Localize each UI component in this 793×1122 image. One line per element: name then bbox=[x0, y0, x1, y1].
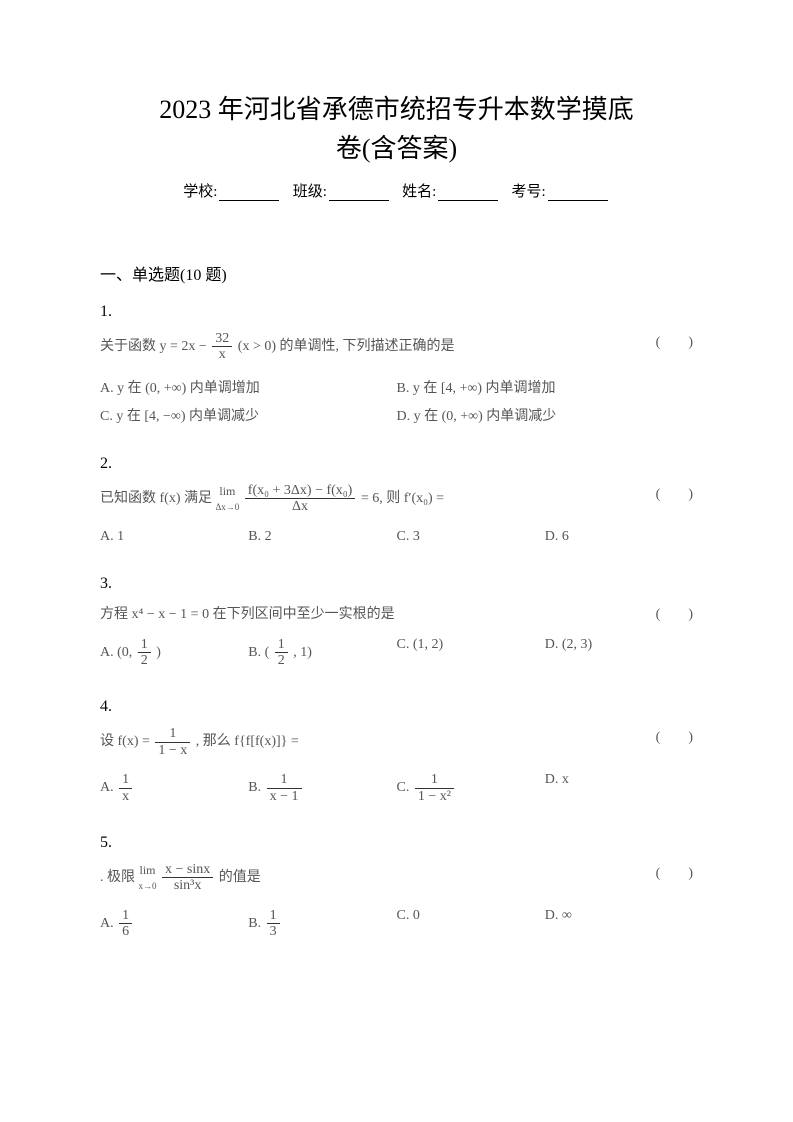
option-c: C. (1, 2) bbox=[397, 637, 545, 669]
option-c: C. 0 bbox=[397, 908, 545, 940]
options-row: C. y 在 [4, −∞) 内单调减少 D. y 在 (0, +∞) 内单调减… bbox=[100, 405, 693, 425]
options-row: A. 1x B. 1x − 1 C. 11 − x² D. x bbox=[100, 772, 693, 804]
option-d: D. y 在 (0, +∞) 内单调减少 bbox=[397, 405, 694, 425]
question-stem: 关于函数 y = 2x − 32 x (x > 0) 的单调性, 下列描述正确的… bbox=[100, 331, 693, 363]
option-b: B. ( 12 , 1) bbox=[248, 637, 396, 669]
question-number: 2. bbox=[100, 455, 693, 473]
fraction: 32 x bbox=[212, 331, 232, 363]
name-blank[interactable] bbox=[438, 185, 498, 201]
option-d: D. (2, 3) bbox=[545, 637, 693, 669]
stem-text: 的值是 bbox=[219, 870, 261, 885]
option-a: A. 16 bbox=[100, 908, 248, 940]
section-header: 一、单选题(10 题) bbox=[100, 261, 693, 285]
option-a: A. 1 bbox=[100, 529, 248, 545]
stem-text: 已知函数 f(x) 满足 bbox=[100, 491, 216, 506]
options-row: A. 16 B. 13 C. 0 D. ∞ bbox=[100, 908, 693, 940]
question-1: 1. 关于函数 y = 2x − 32 x (x > 0) 的单调性, 下列描述… bbox=[100, 303, 693, 425]
question-number: 1. bbox=[100, 303, 693, 321]
stem-text: 关于函数 y = 2x − bbox=[100, 339, 210, 354]
question-stem: . 极限 lim x→0 x − sinxsin³x 的值是 ( ) bbox=[100, 862, 693, 894]
answer-paren: ( ) bbox=[656, 862, 693, 882]
stem-text: 方程 x⁴ − x − 1 = 0 在下列区间中至少一实根的是 bbox=[100, 607, 395, 622]
fraction: f(x₀ + 3Δx) − f(x₀) Δx bbox=[245, 483, 356, 515]
school-label: 学校: bbox=[183, 184, 217, 200]
question-stem: 方程 x⁴ − x − 1 = 0 在下列区间中至少一实根的是 ( ) bbox=[100, 603, 693, 623]
option-a: A. (0, 12 ) bbox=[100, 637, 248, 669]
stem-text: , 那么 f{f[f(x)]} = bbox=[196, 734, 299, 749]
question-5: 5. . 极限 lim x→0 x − sinxsin³x 的值是 ( ) A.… bbox=[100, 834, 693, 940]
option-d: D. ∞ bbox=[545, 908, 693, 940]
options-row: A. y 在 (0, +∞) 内单调增加 B. y 在 [4, +∞) 内单调增… bbox=[100, 377, 693, 397]
option-b: B. 1x − 1 bbox=[248, 772, 396, 804]
question-stem: 设 f(x) = 11 − x , 那么 f{f[f(x)]} = ( ) bbox=[100, 726, 693, 758]
stem-text: 设 f(x) = bbox=[100, 734, 153, 749]
question-number: 3. bbox=[100, 575, 693, 593]
exam-title: 2023 年河北省承德市统招专升本数学摸底 卷(含答案) bbox=[100, 90, 693, 168]
title-line-2: 卷(含答案) bbox=[336, 134, 457, 163]
option-d: D. x bbox=[545, 772, 693, 804]
option-b: B. 13 bbox=[248, 908, 396, 940]
class-label: 班级: bbox=[293, 184, 327, 200]
stem-text: = 6, 则 f′(x₀) = bbox=[361, 491, 444, 506]
stem-text: (x > 0) 的单调性, 下列描述正确的是 bbox=[238, 339, 455, 354]
examno-label: 考号: bbox=[512, 184, 546, 200]
question-number: 5. bbox=[100, 834, 693, 852]
class-blank[interactable] bbox=[329, 185, 389, 201]
option-a: A. y 在 (0, +∞) 内单调增加 bbox=[100, 377, 397, 397]
question-4: 4. 设 f(x) = 11 − x , 那么 f{f[f(x)]} = ( )… bbox=[100, 698, 693, 804]
answer-paren: ( ) bbox=[656, 483, 693, 503]
option-c: C. 11 − x² bbox=[397, 772, 545, 804]
option-c: C. 3 bbox=[397, 529, 545, 545]
school-blank[interactable] bbox=[219, 185, 279, 201]
question-2: 2. 已知函数 f(x) 满足 lim Δx→0 f(x₀ + 3Δx) − f… bbox=[100, 455, 693, 545]
answer-paren: ( ) bbox=[656, 603, 693, 623]
examno-blank[interactable] bbox=[548, 185, 608, 201]
option-c: C. y 在 [4, −∞) 内单调减少 bbox=[100, 405, 397, 425]
options-row: A. 1 B. 2 C. 3 D. 6 bbox=[100, 529, 693, 545]
options-row: A. (0, 12 ) B. ( 12 , 1) C. (1, 2) D. (2… bbox=[100, 637, 693, 669]
question-number: 4. bbox=[100, 698, 693, 716]
name-label: 姓名: bbox=[402, 184, 436, 200]
answer-paren: ( ) bbox=[656, 331, 693, 351]
option-b: B. 2 bbox=[248, 529, 396, 545]
stem-text: . 极限 bbox=[100, 870, 139, 885]
option-b: B. y 在 [4, +∞) 内单调增加 bbox=[397, 377, 694, 397]
title-line-1: 2023 年河北省承德市统招专升本数学摸底 bbox=[159, 95, 634, 124]
option-a: A. 1x bbox=[100, 772, 248, 804]
student-info-line: 学校: 班级: 姓名: 考号: bbox=[100, 180, 693, 201]
option-d: D. 6 bbox=[545, 529, 693, 545]
question-3: 3. 方程 x⁴ − x − 1 = 0 在下列区间中至少一实根的是 ( ) A… bbox=[100, 575, 693, 669]
answer-paren: ( ) bbox=[656, 726, 693, 746]
question-stem: 已知函数 f(x) 满足 lim Δx→0 f(x₀ + 3Δx) − f(x₀… bbox=[100, 483, 693, 515]
